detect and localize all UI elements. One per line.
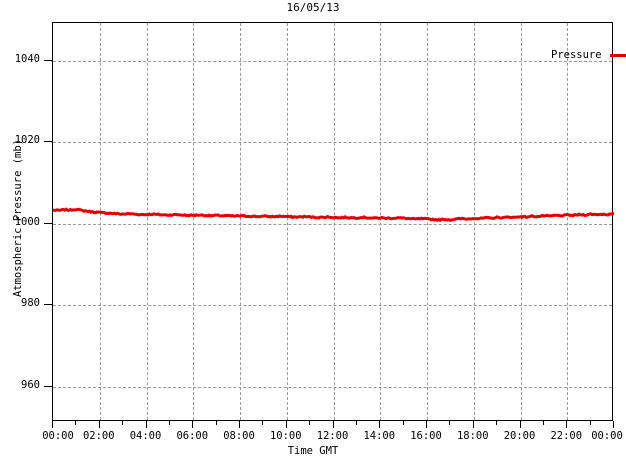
gridline-vertical — [146, 23, 148, 420]
x-tick-mark-major — [426, 421, 427, 428]
x-tick-mark-minor — [215, 421, 217, 425]
x-tick-label: 12:00 — [316, 430, 349, 442]
gridline-horizontal — [53, 305, 612, 307]
gridline-horizontal — [53, 386, 612, 388]
series-line-pressure — [52, 207, 615, 223]
gridline-vertical — [240, 23, 241, 420]
y-tick-mark — [44, 222, 52, 224]
x-tick-mark-minor — [589, 421, 591, 425]
y-tick-label: 960 — [21, 378, 40, 391]
x-tick-mark-minor — [542, 421, 544, 425]
x-tick-label: 00:00 — [591, 430, 623, 442]
x-tick-mark-major — [285, 421, 287, 428]
x-tick-mark-minor — [75, 421, 77, 425]
x-axis-title: Time GMT — [287, 445, 339, 457]
x-tick-mark-major — [145, 421, 147, 428]
x-tick-mark-minor — [496, 421, 498, 425]
x-tick-mark-major — [472, 421, 474, 428]
x-tick-mark-major — [613, 421, 614, 428]
x-tick-mark-minor — [355, 421, 357, 425]
gridline-horizontal — [53, 142, 612, 144]
x-tick-mark-minor — [402, 421, 404, 425]
gridline-vertical — [99, 23, 101, 420]
x-tick-label: 18:00 — [456, 430, 489, 442]
gridline-vertical — [567, 23, 569, 420]
y-tick-label: 1040 — [14, 52, 40, 65]
x-tick-mark-major — [52, 421, 53, 428]
x-tick-mark-major — [192, 421, 194, 428]
x-tick-mark-major — [379, 421, 381, 428]
y-tick-mark — [44, 304, 52, 306]
y-tick-label: 1000 — [14, 215, 40, 228]
gridline-vertical — [473, 23, 475, 420]
y-tick-mark — [44, 141, 52, 143]
legend-item-pressure-label: Pressure — [551, 49, 602, 61]
x-tick-label: 14:00 — [363, 430, 396, 442]
plot-area: Pressure — [52, 22, 626, 421]
x-tick-label: 20:00 — [503, 430, 536, 442]
y-tick-mark — [44, 385, 52, 387]
x-tick-label: 22:00 — [550, 430, 583, 442]
y-tick-label: 1020 — [14, 134, 40, 147]
x-tick-label: 10:00 — [269, 430, 302, 442]
x-tick-label: 00:00 — [42, 430, 74, 442]
gridline-horizontal — [53, 60, 612, 62]
gridline-vertical — [380, 23, 382, 420]
pressure-series-plot — [52, 207, 615, 223]
x-tick-mark-major — [332, 421, 334, 428]
x-tick-mark-minor — [122, 421, 124, 425]
gridline-vertical — [520, 23, 522, 420]
chart-title: 16/05/13 — [286, 1, 340, 14]
x-tick-mark-major — [239, 421, 240, 428]
y-tick-mark — [44, 59, 52, 61]
gridline-vertical — [333, 23, 335, 420]
y-tick-label: 980 — [21, 297, 40, 310]
legend-item-pressure-swatch — [609, 53, 626, 57]
x-tick-mark-major — [519, 421, 521, 428]
gridline-vertical — [193, 23, 195, 420]
x-tick-mark-major — [566, 421, 568, 428]
x-tick-label: 04:00 — [129, 430, 162, 442]
x-tick-mark-minor — [262, 421, 264, 425]
x-tick-mark-major — [98, 421, 100, 428]
x-tick-label: 02:00 — [82, 430, 115, 442]
x-tick-mark-minor — [309, 421, 311, 425]
gridline-vertical — [286, 23, 288, 420]
x-tick-mark-minor — [449, 421, 451, 425]
legend: Pressure — [551, 49, 626, 61]
x-tick-label: 16:00 — [410, 430, 442, 442]
x-tick-mark-minor — [168, 421, 170, 425]
x-tick-label: 08:00 — [223, 430, 255, 442]
gridline-horizontal — [53, 223, 612, 225]
gridline-vertical — [427, 23, 428, 420]
x-tick-label: 06:00 — [176, 430, 209, 442]
